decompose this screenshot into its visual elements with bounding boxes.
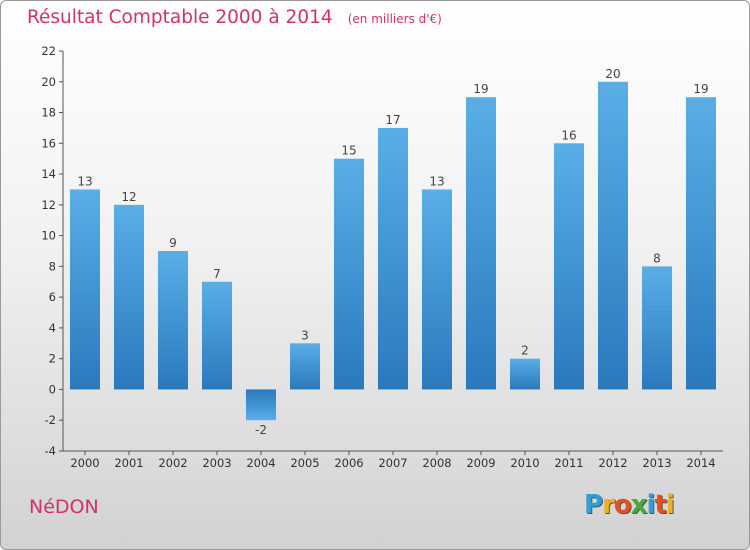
bar-2011 <box>554 143 584 390</box>
logo-letter: P <box>584 490 603 520</box>
bar-2003 <box>202 281 232 390</box>
x-tick-label: 2003 <box>202 456 231 470</box>
bar-2010 <box>510 358 540 390</box>
y-tick-label: 0 <box>49 382 56 396</box>
y-tick-label: 16 <box>41 136 56 150</box>
data-label-2004: -2 <box>255 423 267 437</box>
bar-2013 <box>642 266 672 390</box>
x-tick-label: 2002 <box>158 456 187 470</box>
y-tick-label: -2 <box>45 413 56 427</box>
bar-2002 <box>158 251 188 390</box>
data-label-2003: 7 <box>213 267 221 281</box>
bars <box>70 81 716 421</box>
y-tick-label: 10 <box>41 229 56 243</box>
x-tick-label: 2009 <box>466 456 495 470</box>
axes: -4 -2 0 2 4 6 8 10 12 14 16 18 20 22 2000 2001 2002 2003 2… <box>41 44 723 470</box>
y-tick-label: 20 <box>41 75 56 89</box>
commune-name: NéDON <box>29 496 99 518</box>
y-tick-label: 4 <box>49 321 56 335</box>
x-tick-label: 2005 <box>290 456 319 470</box>
bar-2014 <box>686 97 716 390</box>
y-tick-label: 6 <box>49 290 56 304</box>
x-tick-label: 2001 <box>114 456 143 470</box>
y-tick-label: 2 <box>49 352 56 366</box>
bar-2000 <box>70 189 100 390</box>
logo-letter: o <box>613 490 632 520</box>
title-row: Résultat Comptable 2000 à 2014 (en milli… <box>27 7 442 28</box>
data-labels: 13 12 9 7 -2 3 15 17 13 19 2 16 20 8 19 <box>77 67 708 437</box>
data-label-2000: 13 <box>77 174 92 188</box>
logo-letter: x <box>630 490 648 520</box>
y-tick-label: 22 <box>41 44 56 58</box>
bar-2001 <box>114 204 144 390</box>
chart-subtitle: (en milliers d'€) <box>347 12 442 26</box>
x-tick-label: 2013 <box>642 456 671 470</box>
data-label-2005: 3 <box>301 328 309 342</box>
bar-2008 <box>422 189 452 390</box>
bar-2004 <box>246 389 276 421</box>
y-tick-label: 8 <box>49 259 56 273</box>
data-label-2010: 2 <box>521 344 529 358</box>
data-label-2011: 16 <box>561 128 576 142</box>
data-label-2012: 20 <box>605 67 620 81</box>
y-tick-label: 14 <box>41 167 56 181</box>
chart-title: Résultat Comptable 2000 à 2014 <box>27 7 333 28</box>
x-tick-label: 2010 <box>510 456 539 470</box>
data-label-2013: 8 <box>653 251 661 265</box>
proxiti-logo: Proxiti <box>584 490 675 520</box>
bar-2009 <box>466 97 496 390</box>
x-tick-label: 2004 <box>246 456 275 470</box>
logo-letter: i <box>646 490 656 520</box>
data-label-2001: 12 <box>121 190 136 204</box>
data-label-2009: 19 <box>473 82 488 96</box>
data-label-2014: 19 <box>693 82 708 96</box>
x-tick-label: 2007 <box>378 456 407 470</box>
bar-2007 <box>378 127 408 390</box>
bar-2005 <box>290 343 320 390</box>
y-tick-label: -4 <box>45 444 56 458</box>
logo-letter: r <box>602 490 615 520</box>
x-tick-label: 2014 <box>686 456 715 470</box>
logo-letter: i <box>665 490 675 520</box>
x-tick-label: 2008 <box>422 456 451 470</box>
y-tick-label: 18 <box>41 106 56 120</box>
data-label-2002: 9 <box>169 236 177 250</box>
data-label-2008: 13 <box>429 174 444 188</box>
bar-2012 <box>598 81 628 390</box>
y-tick-label: 12 <box>41 198 56 212</box>
data-label-2006: 15 <box>341 144 356 158</box>
logo-letter: t <box>654 490 666 520</box>
data-label-2007: 17 <box>385 113 400 127</box>
bar-2006 <box>334 158 364 390</box>
x-tick-label: 2000 <box>70 456 99 470</box>
x-tick-label: 2011 <box>554 456 583 470</box>
x-tick-label: 2006 <box>334 456 363 470</box>
x-tick-label: 2012 <box>598 456 627 470</box>
